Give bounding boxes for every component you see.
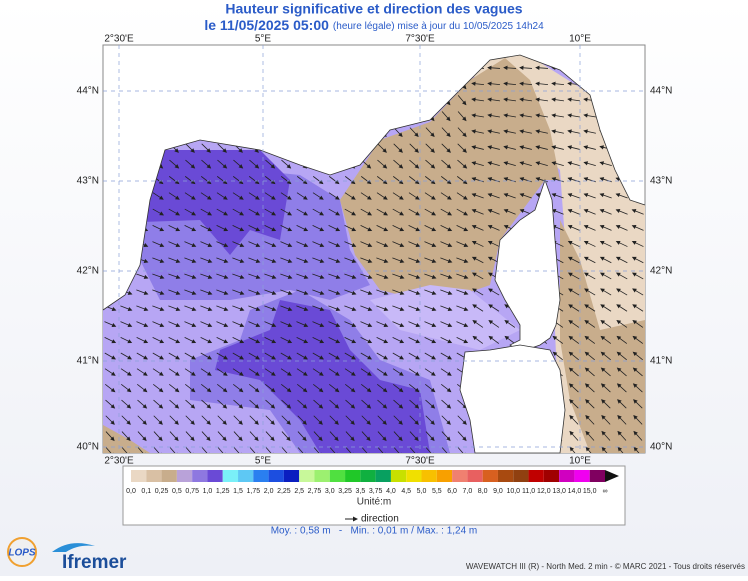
lat-label-right: 42°N <box>650 266 672 277</box>
title: Hauteur significative et direction des v… <box>225 1 522 17</box>
colorbar-label: 4,0 <box>386 488 396 495</box>
colorbar-cell <box>498 470 513 482</box>
colorbar-cell <box>146 470 161 482</box>
colorbar-cell <box>590 470 605 482</box>
colorbar-cell <box>437 470 452 482</box>
colorbar-label: 3,25 <box>338 488 352 495</box>
colorbar-label: 3,5 <box>355 488 365 495</box>
lon-label-bottom: 2°30'E <box>104 456 134 467</box>
colorbar-cell <box>238 470 253 482</box>
colorbar-cell <box>360 470 375 482</box>
colorbar-label: 5,0 <box>417 488 427 495</box>
colorbar-cell <box>177 470 192 482</box>
colorbar-cell <box>253 470 268 482</box>
lat-label-left: 41°N <box>77 356 99 367</box>
colorbar-cell <box>192 470 207 482</box>
colorbar-cell <box>467 470 482 482</box>
colorbar-label: 3,75 <box>369 488 383 495</box>
colorbar-cell <box>223 470 238 482</box>
colorbar-cell <box>345 470 360 482</box>
update: (heure légale) mise à jour du 10/05/2025… <box>333 21 544 32</box>
colorbar-label: 0,1 <box>141 488 151 495</box>
colorbar-label: 5,5 <box>432 488 442 495</box>
lat-label-left: 43°N <box>77 176 99 187</box>
colorbar-label: 2,0 <box>264 488 274 495</box>
colorbar-cell <box>207 470 222 482</box>
colorbar-cell <box>544 470 559 482</box>
colorbar-cell <box>284 470 299 482</box>
date: le 11/05/2025 05:00 <box>204 17 329 33</box>
colorbar-label: 10,0 <box>506 488 520 495</box>
lon-label-top: 7°30'E <box>405 34 435 45</box>
colorbar-label: 1,75 <box>247 488 261 495</box>
colorbar-label: ∞ <box>603 488 608 495</box>
colorbar-label: 14,0 <box>568 488 582 495</box>
colorbar-label: 2,5 <box>294 488 304 495</box>
legend-direction: direction <box>361 514 399 525</box>
colorbar-label: 11,0 <box>522 488 535 495</box>
colorbar-label: 13,0 <box>552 488 566 495</box>
lon-label-bottom: 10°E <box>569 456 591 467</box>
lat-label-left: 44°N <box>77 86 99 97</box>
colorbar-cell <box>513 470 528 482</box>
colorbar-cell <box>330 470 345 482</box>
lon-label-bottom: 7°30'E <box>405 456 435 467</box>
colorbar-label: 1,0 <box>203 488 213 495</box>
colorbar-label: 1,25 <box>216 488 230 495</box>
colorbar-cell <box>452 470 467 482</box>
colorbar-cell <box>529 470 544 482</box>
colorbar-label: 4,5 <box>401 488 411 495</box>
lat-label-right: 40°N <box>650 442 672 453</box>
stats: Moy. : 0,58 m - Min. : 0,01 m / Max. : 1… <box>271 526 478 537</box>
legend-unit: Unité:m <box>357 497 391 508</box>
colorbar-cell <box>574 470 589 482</box>
colorbar-label: 2,75 <box>308 488 322 495</box>
colorbar-label: 8,0 <box>478 488 488 495</box>
lon-label-top: 10°E <box>569 34 591 45</box>
lon-label-bottom: 5°E <box>255 456 272 467</box>
colorbar-label: 6,0 <box>447 488 457 495</box>
lat-label-left: 42°N <box>77 266 99 277</box>
colorbar-label: 2,25 <box>277 488 291 495</box>
lon-label-top: 5°E <box>255 34 272 45</box>
map <box>103 45 645 457</box>
colorbar-cell <box>422 470 437 482</box>
colorbar-cell <box>162 470 177 482</box>
colorbar-label: 0,75 <box>185 488 199 495</box>
colorbar-label: 0,25 <box>155 488 169 495</box>
colorbar-cell <box>269 470 284 482</box>
colorbar-label: 0,0 <box>126 488 136 495</box>
colorbar-cell <box>483 470 498 482</box>
colorbar-cell <box>391 470 406 482</box>
lat-label-right: 44°N <box>650 86 672 97</box>
colorbar-label: 7,0 <box>463 488 473 495</box>
footer: WAVEWATCH III (R) - North Med. 2 min - ©… <box>466 562 745 571</box>
colorbar-label: 12,0 <box>537 488 551 495</box>
lops-text: LOPS <box>8 548 36 559</box>
lat-label-left: 40°N <box>77 442 99 453</box>
colorbar-label: 1,5 <box>233 488 243 495</box>
colorbar-cell <box>299 470 314 482</box>
colorbar-label: 9,0 <box>493 488 503 495</box>
lon-label-top: 2°30'E <box>104 34 134 45</box>
ifremer-text: Ifremer <box>62 552 127 573</box>
colorbar-cell <box>559 470 574 482</box>
colorbar-label: 0,5 <box>172 488 182 495</box>
colorbar-label: 3,0 <box>325 488 335 495</box>
colorbar-cell <box>131 470 146 482</box>
lat-label-right: 43°N <box>650 176 672 187</box>
colorbar-cell <box>406 470 421 482</box>
lat-label-right: 41°N <box>650 356 672 367</box>
colorbar-cell <box>314 470 329 482</box>
colorbar-cell <box>376 470 391 482</box>
colorbar-label: 15,0 <box>583 488 597 495</box>
